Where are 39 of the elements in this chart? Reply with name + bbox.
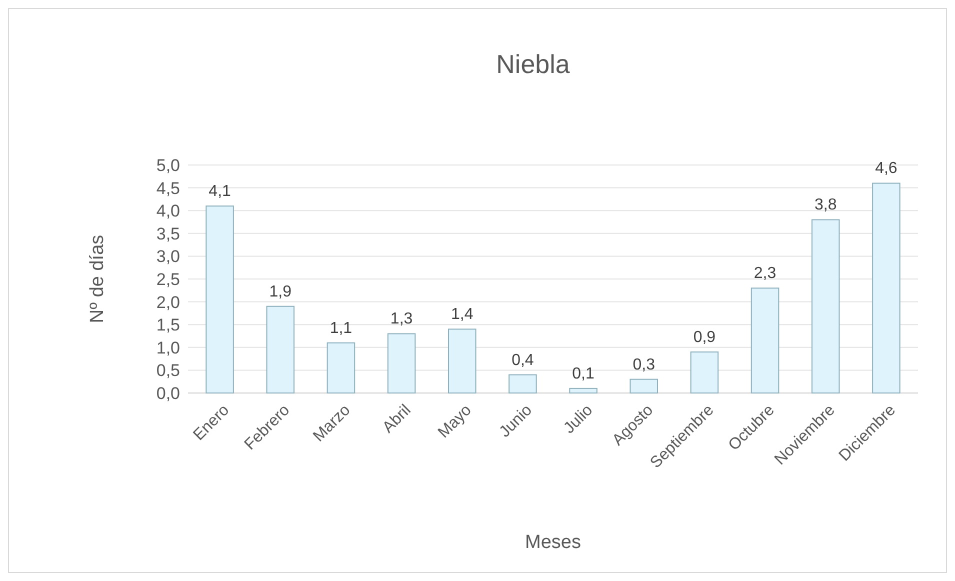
y-tick-label: 3,0 <box>156 247 180 266</box>
data-label: 1,4 <box>451 306 474 324</box>
y-tick-label: 0,5 <box>156 361 180 380</box>
bar <box>387 333 416 394</box>
y-tick-label: 2,0 <box>156 292 180 312</box>
y-tick-label: 0,0 <box>156 384 180 403</box>
bar <box>690 351 719 394</box>
data-label: 1,3 <box>390 310 413 328</box>
bar <box>326 342 356 394</box>
y-tick-label: 1,0 <box>156 338 180 358</box>
data-label: 2,3 <box>754 265 776 282</box>
y-tick-label: 1,5 <box>156 316 180 335</box>
data-label: 4,6 <box>875 160 898 178</box>
bar <box>872 182 900 394</box>
bar <box>266 306 295 394</box>
x-tick-label: Julio <box>560 402 596 438</box>
y-axis-title: Nº de días <box>87 234 108 324</box>
chart-title: Niebla <box>496 49 570 79</box>
bar <box>630 378 658 394</box>
bar <box>750 288 780 394</box>
bar <box>206 206 234 394</box>
data-label: 1,1 <box>330 320 352 337</box>
data-label: 0,1 <box>572 365 595 382</box>
data-label: 4,1 <box>208 183 232 200</box>
bar <box>569 388 598 394</box>
y-tick-label: 2,5 <box>156 270 180 289</box>
data-label: 0,3 <box>632 356 656 374</box>
y-tick-label: 3,5 <box>156 224 180 244</box>
y-tick-label: 5,0 <box>156 156 180 175</box>
bar <box>508 374 537 394</box>
x-axis-title: Meses <box>525 532 581 553</box>
y-tick-label: 4,0 <box>156 202 180 221</box>
data-label: 1,9 <box>269 283 292 300</box>
data-label: 0,4 <box>512 352 534 369</box>
bar <box>811 219 840 394</box>
data-label: 3,8 <box>814 196 837 214</box>
data-label: 0,9 <box>693 328 716 346</box>
y-tick-label: 4,5 <box>156 178 180 198</box>
bar <box>448 328 476 394</box>
